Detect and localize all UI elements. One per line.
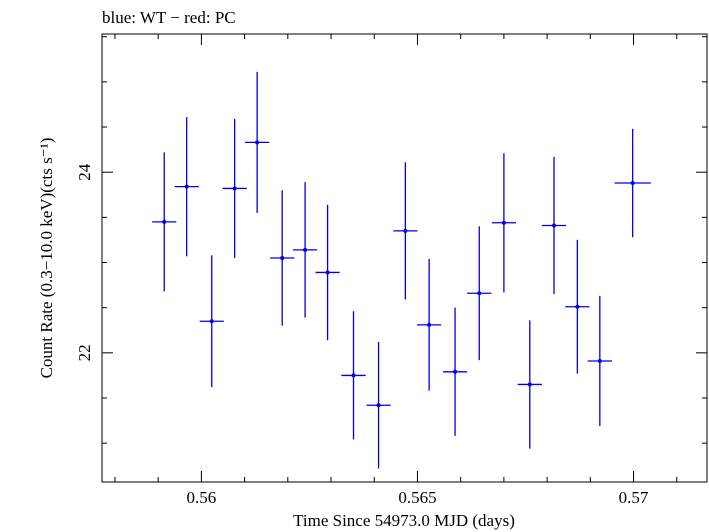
point-marker (184, 184, 189, 189)
data-point (393, 162, 418, 300)
plot-frame (101, 33, 708, 483)
y-tick-label: 24 (75, 163, 94, 181)
chart-title: blue: WT − red: PC (102, 8, 236, 27)
data-point (341, 311, 366, 440)
data-point (245, 71, 270, 213)
data-point (270, 190, 295, 326)
y-axis-label: Count Rate (0.3−10.0 keV)(cts s⁻¹) (37, 138, 56, 379)
point-marker (453, 369, 458, 374)
x-tick-label: 0.56 (187, 488, 217, 507)
data-point (174, 117, 199, 257)
data-point (467, 226, 492, 361)
point-marker (477, 291, 482, 296)
x-tick-label: 0.565 (398, 488, 436, 507)
point-marker (232, 186, 237, 191)
point-marker (527, 382, 532, 387)
data-point (152, 152, 177, 292)
data-point (442, 307, 468, 436)
data-point (614, 128, 651, 238)
data-point (587, 295, 612, 426)
x-axis-label: Time Since 54973.0 MJD (days) (293, 511, 515, 530)
data-point (541, 156, 567, 295)
axis-tick-labels: 0.56 0.565 0.57 22 24 (75, 163, 649, 507)
point-marker (376, 403, 381, 408)
point-marker (209, 319, 214, 324)
data-point (517, 320, 542, 449)
point-marker (303, 247, 308, 252)
data-point (293, 182, 318, 318)
point-marker (552, 223, 557, 228)
point-marker (162, 219, 167, 224)
point-marker (575, 304, 580, 309)
point-marker (597, 358, 602, 363)
point-marker (427, 322, 432, 327)
y-tick-label: 22 (75, 344, 94, 361)
data-point (315, 204, 340, 341)
data-point (417, 258, 442, 391)
point-marker (280, 256, 285, 260)
data-points (152, 71, 651, 469)
data-point (199, 255, 224, 388)
point-marker (630, 181, 635, 186)
point-marker (351, 373, 356, 378)
data-point (222, 118, 247, 258)
data-point (491, 153, 516, 293)
data-point (366, 342, 391, 469)
point-marker (403, 228, 408, 233)
point-marker (325, 270, 330, 275)
point-marker (255, 140, 260, 145)
axis-ticks (102, 34, 707, 482)
data-point (565, 239, 590, 374)
x-tick-label: 0.57 (619, 488, 649, 507)
point-marker (501, 220, 506, 225)
